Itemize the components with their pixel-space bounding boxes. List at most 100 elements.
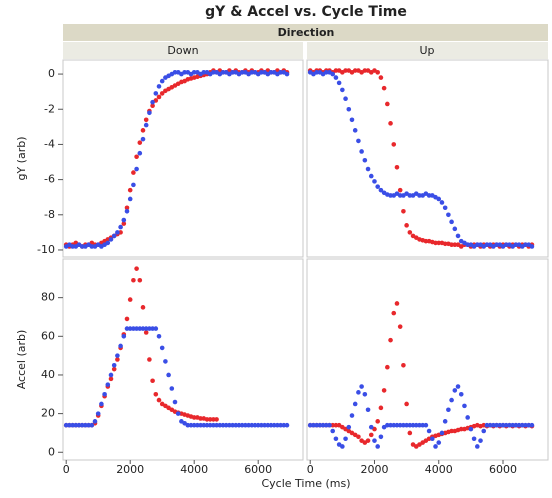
data-point — [134, 326, 139, 331]
x-tick-label: 4000 — [425, 463, 453, 476]
data-point — [491, 422, 496, 428]
data-point — [124, 316, 130, 322]
data-point — [442, 205, 448, 211]
data-point — [372, 179, 377, 184]
data-point — [246, 422, 251, 428]
data-point — [153, 91, 159, 96]
data-point — [436, 440, 442, 445]
data-point — [333, 422, 339, 428]
data-point — [204, 417, 210, 422]
data-point — [394, 164, 400, 170]
data-point — [375, 184, 380, 189]
data-point — [420, 422, 425, 428]
data-point — [214, 417, 219, 422]
data-point — [462, 403, 467, 409]
data-point — [271, 422, 277, 428]
data-point — [455, 384, 461, 389]
data-point — [484, 422, 490, 428]
data-point — [333, 68, 339, 73]
data-point — [124, 205, 130, 211]
data-point — [147, 357, 152, 362]
panel — [306, 59, 549, 258]
data-point — [513, 422, 519, 428]
data-point — [150, 326, 155, 331]
data-point — [388, 121, 393, 126]
data-point — [352, 401, 358, 407]
data-point — [323, 422, 329, 428]
data-point — [327, 422, 332, 428]
data-point — [115, 230, 120, 235]
data-point — [175, 411, 181, 416]
data-point — [127, 196, 133, 202]
data-point — [356, 138, 361, 144]
data-point — [156, 334, 162, 339]
data-point — [70, 422, 75, 428]
data-point — [172, 399, 178, 405]
data-point — [523, 242, 528, 247]
data-point — [500, 422, 506, 428]
data-point — [188, 422, 194, 428]
y-tick-label: 0 — [48, 67, 55, 80]
x-tick-label: 2000 — [116, 463, 144, 476]
data-point — [397, 324, 403, 329]
data-point — [381, 85, 387, 91]
data-point — [195, 422, 200, 428]
data-point — [401, 362, 406, 368]
data-point — [397, 422, 403, 428]
data-point — [494, 422, 499, 428]
data-point — [516, 422, 522, 428]
data-point — [131, 182, 136, 188]
data-point — [127, 326, 133, 331]
data-point — [281, 422, 287, 428]
data-point — [140, 305, 146, 310]
data-point — [137, 277, 143, 283]
data-point — [356, 390, 361, 395]
data-point — [401, 422, 406, 428]
data-point — [394, 301, 400, 306]
data-point — [503, 242, 509, 247]
data-point — [510, 422, 515, 428]
y-tick-label: 20 — [41, 407, 55, 420]
data-point — [465, 242, 470, 247]
data-point — [475, 242, 480, 247]
data-point — [343, 436, 348, 442]
data-point — [449, 397, 454, 403]
data-point — [131, 170, 136, 175]
data-point — [284, 71, 290, 77]
data-point — [214, 422, 219, 428]
data-point — [529, 244, 535, 249]
data-point — [201, 422, 207, 428]
data-point — [134, 266, 139, 271]
data-point — [368, 424, 374, 430]
data-point — [375, 444, 380, 449]
data-point — [249, 70, 255, 75]
data-point — [134, 154, 139, 160]
data-point — [115, 353, 120, 358]
data-point — [211, 422, 216, 428]
facet-label: Down — [167, 44, 198, 57]
data-point — [356, 434, 361, 440]
data-point — [127, 297, 133, 302]
data-point — [449, 242, 454, 247]
data-point — [76, 422, 82, 428]
data-point — [159, 345, 165, 351]
data-point — [243, 422, 248, 428]
x-tick-label: 0 — [63, 463, 70, 476]
data-point — [407, 430, 413, 436]
data-point — [365, 166, 371, 172]
data-point — [452, 226, 458, 232]
data-point — [458, 391, 464, 397]
data-point — [134, 166, 139, 172]
data-point — [417, 193, 422, 198]
data-point — [378, 75, 384, 80]
data-point — [182, 70, 187, 75]
data-point — [105, 240, 111, 246]
data-point — [118, 343, 123, 349]
data-point — [211, 70, 216, 75]
data-point — [307, 422, 313, 428]
data-point — [191, 70, 197, 75]
data-point — [397, 193, 403, 198]
data-point — [430, 436, 435, 442]
data-point — [143, 122, 149, 128]
data-point — [523, 422, 528, 428]
